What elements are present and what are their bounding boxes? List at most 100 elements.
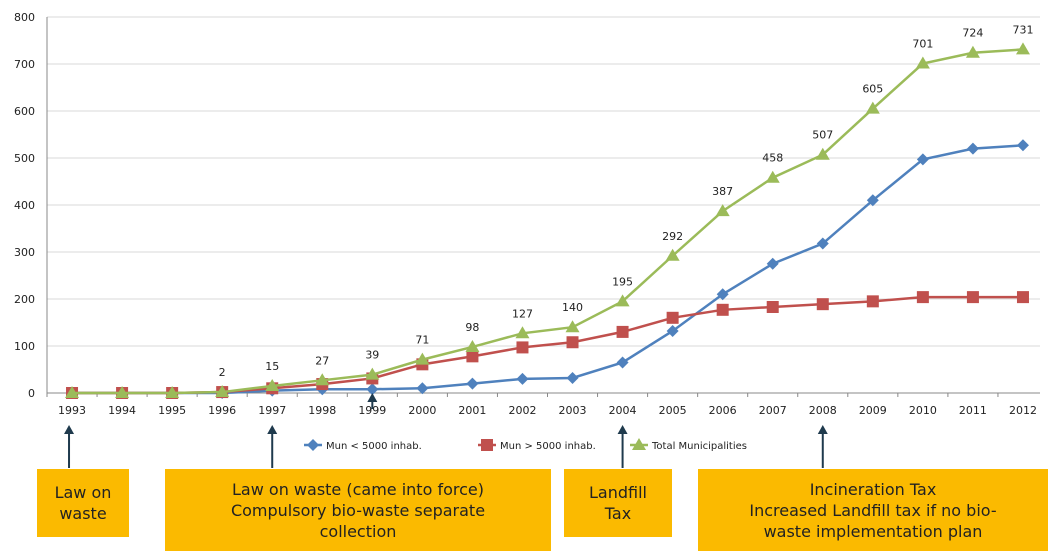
data-label: 605 [862,83,883,96]
data-point [865,101,880,114]
data-point [465,339,480,352]
x-tick-label: 1997 [258,404,286,417]
x-tick-label: 2002 [508,404,536,417]
gridlines [47,16,1040,394]
data-point [215,385,230,398]
x-tick-label: 2004 [609,404,637,417]
data-label: 27 [315,354,329,367]
annotation-arrow-head [367,393,378,402]
x-tick-label: 1994 [108,404,136,417]
x-tick-label: 2006 [709,404,737,417]
data-point [666,324,679,337]
data-point [466,350,479,363]
data-label: 15 [265,360,279,373]
y-tick-label: 100 [14,340,35,353]
data-point [816,237,829,250]
annotation-arrow-head [617,425,628,434]
annotation-text: Increased Landfill tax if no bio- [749,500,997,520]
annotation-arrow-head [64,425,75,434]
data-labels: 2 15 27 39 71 98 127 140 195 292 387 458 507 605 701 72… [219,23,1034,379]
series-line [72,48,1024,395]
data-point [466,377,479,390]
series [65,42,1030,399]
data-label: 507 [812,129,833,142]
data-point [915,56,930,69]
annotation-text: Law on [54,483,112,502]
annotation-arrow-head [267,425,278,434]
data-point [916,291,929,304]
data-point [1015,42,1030,55]
x-tick-label: 2011 [959,404,987,417]
data-label: 458 [762,152,783,165]
data-point [715,204,730,217]
y-tick-label: 0 [28,387,35,400]
data-point [365,367,380,380]
data-point [1016,139,1029,152]
annotation-box: Landfill Tax [564,469,672,537]
y-tick-label: 700 [14,58,35,71]
x-tick-label: 1998 [308,404,336,417]
y-tick-label: 500 [14,152,35,165]
data-point [516,341,529,354]
data-point [115,386,130,398]
data-point [965,45,980,58]
annotation-box: Incineration Tax Increased Landfill tax i… [698,469,1048,551]
data-point [666,311,679,324]
legend-marker [307,439,319,451]
x-tick-label: 2005 [659,404,687,417]
data-point [65,386,80,398]
x-tick-label: 2010 [909,404,937,417]
data-label: 39 [365,349,379,362]
y-tick-label: 300 [14,246,35,259]
data-label: 724 [962,27,983,40]
data-label: 292 [662,230,683,243]
x-tick-label: 1993 [58,404,86,417]
annotation-arrow-head [817,425,828,434]
x-tick-label: 1995 [158,404,186,417]
legend-marker [632,438,646,450]
data-point [165,386,180,398]
x-tick-label: 2012 [1009,404,1037,417]
data-point [665,248,680,261]
annotation-text: Landfill [589,483,647,502]
x-tick-label: 2001 [458,404,486,417]
legend: Mun < 5000 inhab. Mun > 5000 inhab. Total … [304,438,747,452]
x-tick-label: 2003 [559,404,587,417]
data-label: 2 [219,366,226,379]
data-label: 701 [912,38,933,51]
data-point [866,194,879,207]
data-point [916,153,929,166]
data-point [1016,291,1029,304]
data-point [765,170,780,183]
legend-label: Mun < 5000 inhab. [326,441,422,452]
data-point [966,142,979,155]
annotation-box: Law on waste (came into force) Compulsory… [165,469,551,551]
data-point [566,371,579,384]
data-label: 98 [465,321,479,334]
annotation-text: Law on waste (came into force) [232,479,484,499]
annotation-text: waste [59,504,107,523]
legend-label: Total Municipalities [651,441,747,452]
data-point [766,257,779,270]
series-line [72,144,1024,395]
annotation-text: waste implementation plan [763,521,983,541]
data-point [816,298,829,311]
data-point [815,147,830,160]
data-point [615,294,630,307]
annotation-arrows [64,393,828,468]
data-point [265,378,280,391]
data-label: 71 [415,334,429,347]
data-point [416,382,429,395]
data-point [515,326,530,339]
y-tick-label: 400 [14,199,35,212]
x-tick-label: 2000 [408,404,436,417]
data-point [966,291,979,304]
annotation-box: Law on waste [37,469,129,537]
axes: 0 100 200 300 400 500 600 700 800 1993 1994 1995 199… [14,11,1040,417]
data-point [716,288,729,301]
data-point [516,372,529,385]
y-tick-label: 600 [14,105,35,118]
legend-label: Mun > 5000 inhab. [500,441,596,452]
annotation-text: Incineration Tax [809,479,937,499]
